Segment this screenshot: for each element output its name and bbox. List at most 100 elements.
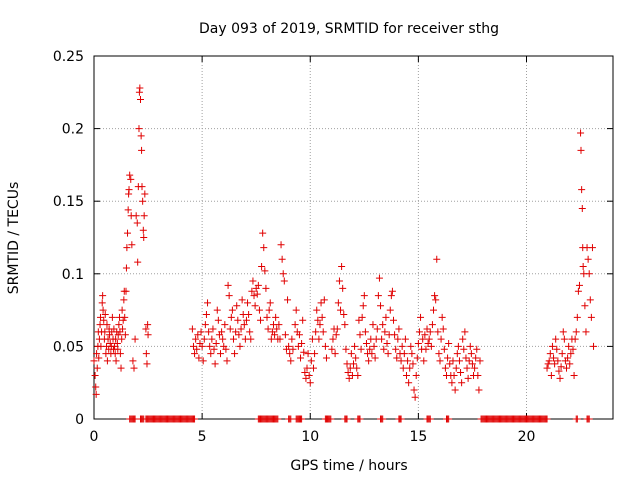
data-point [460, 345, 468, 353]
data-point [373, 325, 381, 333]
data-point [138, 146, 146, 154]
data-point [204, 299, 212, 307]
data-point [554, 357, 562, 365]
data-point [432, 296, 440, 304]
data-point [143, 360, 151, 368]
data-point [93, 350, 101, 358]
data-point [458, 379, 466, 387]
data-point [559, 328, 567, 336]
data-point [108, 313, 116, 321]
data-point [381, 328, 389, 336]
data-point [225, 292, 233, 300]
data-point [383, 339, 391, 347]
data-point [114, 345, 122, 353]
data-point [285, 342, 293, 350]
data-point [191, 415, 199, 423]
data-point [347, 350, 355, 358]
data-point [350, 360, 357, 368]
data-point [274, 415, 282, 423]
data-point [122, 264, 130, 272]
data-point [128, 241, 136, 249]
data-point [566, 360, 574, 368]
data-point [462, 354, 470, 362]
data-point [453, 350, 461, 358]
data-point [297, 354, 305, 362]
data-point [278, 255, 286, 263]
data-point [408, 350, 416, 358]
data-point [437, 335, 445, 343]
data-point [397, 415, 405, 423]
data-point [132, 212, 140, 220]
x-axis-label: GPS time / hours [290, 458, 407, 474]
data-point [440, 345, 448, 353]
data-point [228, 306, 236, 314]
data-point [312, 328, 320, 336]
data-point [439, 325, 447, 333]
data-point [581, 302, 589, 310]
data-point [471, 364, 479, 372]
data-point [142, 325, 150, 333]
data-point [407, 342, 415, 350]
data-point [221, 321, 229, 329]
data-point [467, 350, 475, 358]
data-point [586, 296, 594, 304]
data-point [130, 364, 138, 372]
data-point [206, 342, 214, 350]
data-point [552, 335, 560, 343]
data-point [299, 316, 307, 324]
data-point [585, 415, 593, 423]
data-point [459, 335, 467, 343]
data-point [550, 354, 558, 362]
data-point [248, 287, 256, 295]
data-point [411, 393, 419, 401]
data-point [263, 313, 271, 321]
data-point [93, 364, 101, 372]
data-point [427, 342, 435, 350]
data-point [341, 321, 349, 329]
data-point [264, 325, 272, 333]
data-point [103, 357, 111, 365]
data-point [567, 350, 575, 358]
data-point [288, 335, 296, 343]
data-point [374, 292, 382, 300]
data-point [142, 350, 150, 358]
data-point [438, 313, 446, 321]
data-point [414, 339, 422, 347]
data-point [90, 357, 98, 365]
data-point [277, 241, 285, 249]
data-point [564, 354, 572, 362]
data-point [356, 415, 364, 423]
data-point [375, 274, 383, 282]
data-point [305, 371, 313, 379]
data-point [468, 360, 476, 368]
data-point [557, 363, 565, 371]
y-tick-label: 0 [75, 412, 84, 428]
data-point [218, 328, 226, 336]
data-point [450, 371, 458, 379]
data-point [229, 335, 237, 343]
data-point [571, 335, 579, 343]
data-point [197, 328, 205, 336]
data-point [137, 132, 145, 140]
y-axis-label: SRMTID / TECUs [6, 182, 22, 295]
data-point [189, 342, 197, 350]
data-point [119, 316, 127, 324]
data-point [101, 310, 109, 318]
data-point [475, 386, 483, 394]
data-point [249, 277, 257, 285]
data-point [563, 364, 571, 372]
data-point [103, 321, 111, 329]
data-point [279, 270, 287, 278]
data-point [317, 299, 325, 307]
data-point [287, 357, 295, 365]
data-point [578, 186, 586, 194]
data-point [127, 175, 135, 183]
data-point [193, 345, 201, 353]
data-point [200, 335, 208, 343]
data-point [461, 328, 469, 336]
data-point [368, 350, 376, 358]
data-point [405, 379, 413, 387]
data-point [394, 335, 402, 343]
data-point [328, 345, 336, 353]
data-point [210, 345, 218, 353]
